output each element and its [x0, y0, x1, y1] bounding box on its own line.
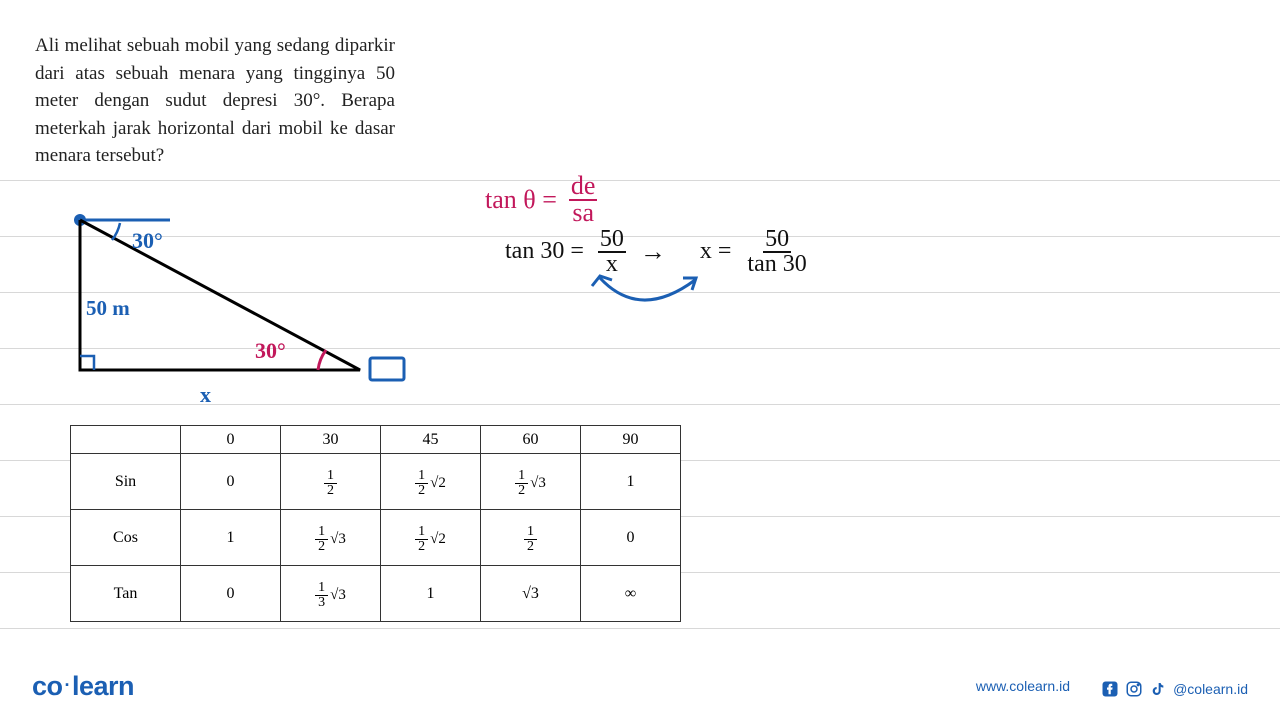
worked-solution: tan θ = de sa tan 30 = 50 x → x = 50 tan…: [470, 170, 1030, 370]
table-cell: 1: [581, 454, 681, 510]
table-cell: 12: [281, 454, 381, 510]
depression-arc: [112, 223, 120, 240]
table-cell: 13√3: [281, 566, 381, 622]
table-cell: 12√2: [381, 510, 481, 566]
car-icon: [370, 358, 404, 380]
table-row-label: Tan: [71, 566, 181, 622]
tan-theta-lhs: tan θ =: [485, 185, 557, 215]
arrow-icon: →: [640, 237, 666, 267]
table-cell: √3: [481, 566, 581, 622]
table-row-label: Cos: [71, 510, 181, 566]
footer-url: www.colearn.id: [976, 678, 1070, 694]
trig-table: 030456090Sin01212√212√31Cos112√312√2120T…: [70, 425, 681, 622]
table-cell: 12: [481, 510, 581, 566]
depression-angle-label: 30°: [132, 228, 163, 254]
table-cell: 1: [381, 566, 481, 622]
x-equals: x =: [700, 238, 732, 265]
height-label: 50 m: [86, 296, 130, 321]
triangle: [80, 220, 360, 370]
table-col-header: 30: [281, 426, 381, 454]
facebook-icon: [1101, 680, 1119, 698]
triangle-diagram: 30° 50 m 30° x: [60, 210, 440, 410]
table-col-header: 45: [381, 426, 481, 454]
bottom-angle-label: 30°: [255, 338, 286, 364]
table-cell: 0: [181, 454, 281, 510]
bottom-angle-arc: [318, 350, 326, 370]
footer: co·learn www.colearn.id @colearn.id: [0, 662, 1280, 702]
x-label: x: [200, 382, 211, 408]
table-cell: 12√3: [481, 454, 581, 510]
instagram-icon: [1125, 680, 1143, 698]
table-col-header: 60: [481, 426, 581, 454]
table-col-header: 0: [181, 426, 281, 454]
table-cell: 0: [181, 566, 281, 622]
tiktok-icon: [1149, 680, 1167, 698]
tan30-lhs: tan 30 =: [505, 238, 584, 265]
table-cell: 12√2: [381, 454, 481, 510]
table-cell: ∞: [581, 566, 681, 622]
problem-text: Ali melihat sebuah mobil yang sedang dip…: [35, 32, 395, 170]
table-row-label: Sin: [71, 454, 181, 510]
footer-handle: @colearn.id: [1173, 681, 1248, 697]
table-cell: 1: [181, 510, 281, 566]
table-col-header: 90: [581, 426, 681, 454]
table-cell: 0: [581, 510, 681, 566]
colearn-logo: co·learn: [32, 671, 134, 702]
fifty-over-tan30: 50 tan 30: [745, 228, 808, 276]
table-corner: [71, 426, 181, 454]
de-over-sa: de sa: [569, 174, 598, 225]
table-cell: 12√3: [281, 510, 381, 566]
swap-arrow-icon: [580, 266, 730, 326]
footer-social: @colearn.id: [1101, 680, 1248, 698]
right-angle-marker: [80, 356, 94, 370]
